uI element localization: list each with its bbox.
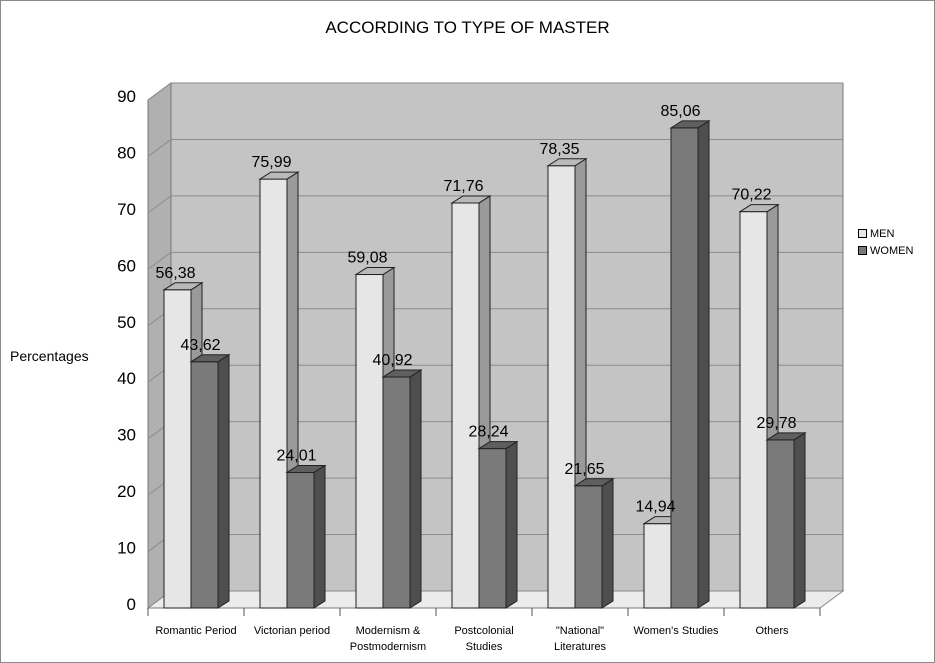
- y-tick-label: 30: [117, 426, 136, 445]
- bar-top-men: [354, 267, 396, 276]
- gridline-side: [147, 251, 172, 270]
- y-axis-ticks: 0 10 20 30 40 50 60 70 80 90: [117, 87, 136, 614]
- bar-side-women: [313, 464, 326, 609]
- bar-top-women: [573, 478, 615, 487]
- bar-front-men: [259, 178, 288, 609]
- legend-item-women: WOMEN: [858, 242, 913, 259]
- data-label-men: 70,22: [731, 187, 771, 204]
- bar-front-men: [643, 523, 672, 609]
- x-tick-label: "National": [556, 625, 604, 637]
- y-tick-label: 10: [117, 539, 136, 558]
- data-label-women: 24,01: [276, 447, 316, 464]
- bar-top-women: [285, 464, 327, 473]
- x-tick-label: Studies: [466, 641, 503, 653]
- bar-top-women: [669, 120, 711, 129]
- legend: MEN WOMEN: [858, 225, 913, 259]
- legend-label-men: MEN: [870, 227, 895, 240]
- data-label-women: 43,62: [180, 337, 220, 354]
- bar-top-women: [381, 369, 423, 378]
- bar-front-women: [766, 439, 795, 609]
- data-label-men: 56,38: [155, 265, 195, 282]
- data-label-men: 71,76: [443, 178, 483, 195]
- y-tick-label: 20: [117, 482, 136, 501]
- chart-title: ACCORDING TO TYPE OF MASTER: [325, 18, 610, 37]
- y-tick-label: 0: [127, 595, 136, 614]
- bar-front-women: [286, 471, 315, 609]
- y-tick-label: 80: [117, 143, 136, 162]
- bar-top-women: [477, 441, 519, 450]
- data-label-men: 14,94: [635, 499, 675, 516]
- bar-front-women: [670, 127, 699, 609]
- bar-front-men: [163, 289, 192, 609]
- bar-front-men: [739, 211, 768, 609]
- y-axis-label: Percentages: [10, 348, 89, 364]
- x-tick-label: Victorian period: [254, 625, 330, 637]
- bar-top-men: [450, 195, 492, 204]
- bar-top-women: [189, 354, 231, 363]
- data-labels: 56,38 43,62 75,99 24,01 59,08 40,92 71,76 28,24…: [155, 103, 796, 516]
- gridline-side: [147, 139, 172, 157]
- bar-top-men: [258, 171, 300, 180]
- y-tick-label: 40: [117, 369, 136, 388]
- bar-front-men: [355, 274, 384, 609]
- bar-side-women: [217, 353, 230, 609]
- data-label-men: 75,99: [251, 154, 291, 171]
- bar-front-women: [478, 448, 507, 609]
- gridline-side: [147, 195, 172, 214]
- bar-side-women: [793, 431, 806, 609]
- legend-swatch-women: [858, 246, 867, 255]
- x-tick-label: Literatures: [554, 641, 606, 653]
- bar-front-men: [451, 202, 480, 609]
- gridline-side: [147, 82, 172, 101]
- data-label-women: 28,24: [468, 424, 508, 441]
- y-tick-label: 60: [117, 256, 136, 275]
- bar-side-women: [505, 440, 518, 609]
- data-label-women: 85,06: [660, 103, 700, 120]
- bar-top-women: [765, 432, 807, 441]
- x-tick-label: Postmodernism: [350, 641, 426, 653]
- data-label-men: 78,35: [539, 141, 579, 158]
- data-label-women: 40,92: [372, 352, 412, 369]
- x-axis-ticks: Romantic Period Victorian period Modernism…: [147, 608, 821, 653]
- bar-front-women: [382, 376, 411, 609]
- x-tick-label: Postcolonial: [454, 625, 513, 637]
- y-tick-label: 70: [117, 200, 136, 219]
- x-tick-label: Women's Studies: [633, 625, 719, 637]
- x-tick-label: Modernism &: [356, 625, 421, 637]
- bar-side-women: [697, 119, 710, 609]
- data-label-women: 21,65: [564, 461, 604, 478]
- legend-label-women: WOMEN: [870, 244, 914, 257]
- y-tick-label: 90: [117, 87, 136, 106]
- bar-front-women: [574, 485, 603, 609]
- bar-side-women: [601, 477, 614, 609]
- x-tick-label: Romantic Period: [155, 625, 236, 637]
- legend-swatch-men: [858, 229, 867, 238]
- bar-side-women: [409, 369, 422, 609]
- legend-item-men: MEN: [858, 225, 913, 242]
- bar-top-men: [738, 204, 780, 213]
- bar-top-men: [162, 282, 204, 291]
- bars: [162, 119, 807, 609]
- y-tick-label: 50: [117, 313, 136, 332]
- bar-front-men: [547, 165, 576, 609]
- bar-top-men: [546, 158, 588, 167]
- bar-front-women: [190, 361, 219, 609]
- data-label-women: 29,78: [756, 415, 796, 432]
- x-tick-label: Others: [755, 625, 789, 637]
- data-label-men: 59,08: [347, 250, 387, 267]
